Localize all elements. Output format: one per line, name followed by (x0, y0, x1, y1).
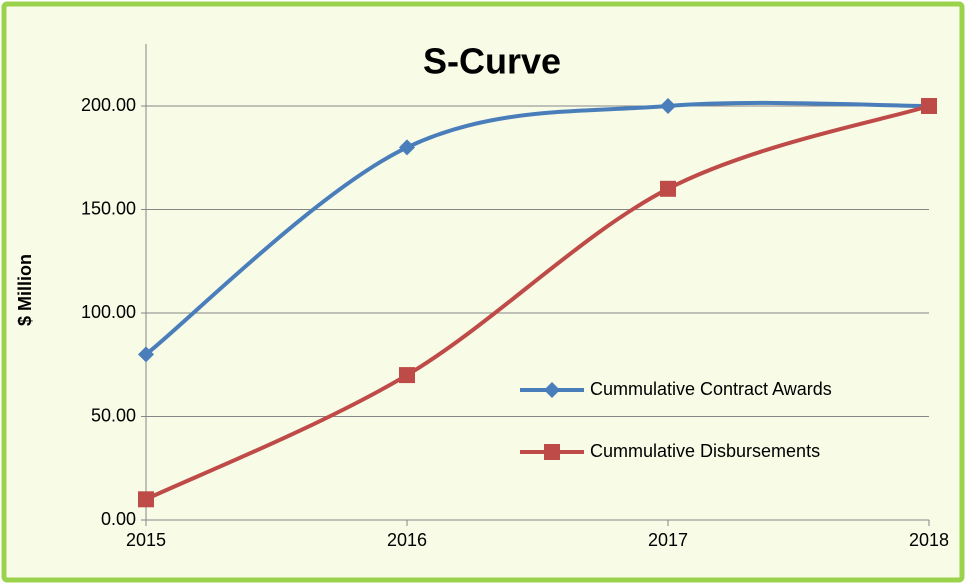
marker (399, 139, 415, 156)
x-tick-label: 2018 (909, 530, 949, 550)
y-tick-label: 100.00 (81, 302, 136, 322)
marker (921, 98, 937, 114)
marker (544, 444, 560, 460)
legend-label: Cummulative Contract Awards (590, 379, 832, 399)
y-tick-label: 50.00 (91, 405, 136, 425)
y-tick-label: 200.00 (81, 95, 136, 115)
marker (660, 180, 676, 197)
y-tick-label: 0.00 (101, 509, 136, 529)
legend-label: Cummulative Disbursements (590, 441, 820, 461)
chart-title: S-Curve (423, 41, 561, 82)
series-line (144, 100, 930, 356)
x-tick-label: 2016 (387, 530, 427, 550)
y-tick-label: 150.00 (81, 198, 136, 218)
marker (138, 491, 154, 508)
marker (399, 367, 415, 384)
x-tick-label: 2015 (126, 530, 166, 550)
series-line (145, 104, 930, 502)
marker (138, 346, 154, 363)
y-axis-label: $ Million (15, 254, 35, 326)
marker (544, 382, 560, 398)
x-tick-label: 2017 (648, 530, 688, 550)
marker (660, 98, 676, 114)
